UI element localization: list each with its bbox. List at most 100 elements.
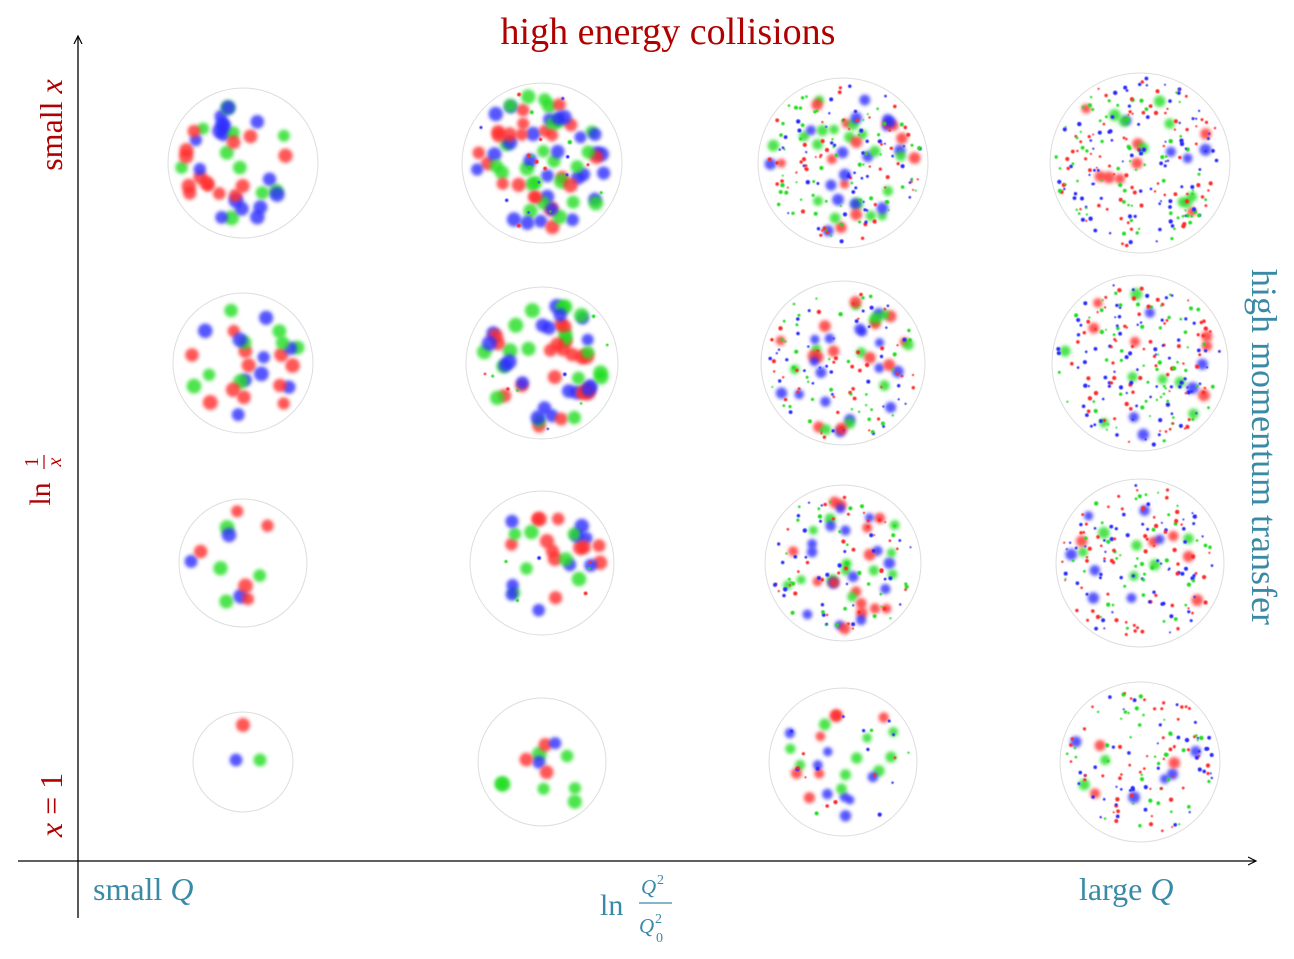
parton-small [1098,419,1103,423]
parton-small [841,539,846,544]
parton-small [902,145,906,148]
parton-small [1204,120,1209,124]
parton-large [908,152,921,164]
parton-small [1145,84,1149,87]
parton-large [825,520,836,532]
parton-small [908,338,912,342]
parton-small [1169,211,1173,215]
parton-small [1106,592,1110,596]
parton-small [1196,384,1199,388]
parton-small [1125,89,1129,92]
parton-large [1201,330,1213,342]
parton-large [1168,530,1179,542]
parton-small [1118,744,1122,749]
parton-small [1088,216,1093,221]
parton-large [581,145,595,159]
parton-small [1091,705,1094,709]
parton-small [1208,545,1212,550]
parton-small [1089,152,1092,155]
parton-small [869,728,874,732]
parton-small [1103,375,1108,380]
parton-small [846,512,850,516]
parton-small [864,220,868,224]
parton-small [1133,629,1137,633]
parton-small [1112,284,1115,287]
parton-large [489,159,504,173]
parton-small [1095,166,1098,169]
parton-large [539,765,554,780]
parton-large [519,752,534,767]
parton-small [773,582,777,587]
parton-large [571,571,587,587]
parton-large [876,202,889,215]
parton-small [880,346,885,351]
parton-small [787,104,791,107]
parton-small [1122,188,1127,193]
parton-small [1130,344,1135,349]
parton-large [491,128,506,143]
svg-text:ln: ln [24,482,57,505]
parton-small [862,511,866,514]
parton-small [1191,611,1194,615]
parton-small [822,226,827,231]
parton-large [185,348,199,362]
parton-small [1092,400,1096,403]
parton-large [523,203,538,218]
parton-small [1162,384,1166,388]
parton-small [843,606,847,611]
parton-small [812,180,816,183]
parton-large [775,387,788,399]
parton-small [1149,395,1152,399]
parton-small [1202,769,1206,774]
parton-small [853,171,856,175]
parton-small [1070,361,1074,366]
parton-small [1087,385,1090,388]
parton-small [1089,95,1093,99]
parton-small [1111,603,1115,607]
parton-small [851,387,855,391]
parton-large [520,215,535,230]
parton-large [865,210,876,221]
parton-small [1122,512,1126,517]
parton-small [816,576,821,580]
parton-small [1156,801,1161,806]
parton-small [1114,316,1117,319]
parton-small [838,530,842,534]
parton-large [547,370,562,385]
parton-small [1137,494,1142,499]
parton-small [1126,144,1131,149]
parton-large [568,782,582,795]
parton-small [1184,566,1188,571]
parton-small [1093,347,1098,351]
parton-small [1163,752,1169,757]
parton-small [605,343,609,347]
parton-large [261,519,274,532]
parton-small [1082,331,1087,335]
parton-large [1144,307,1155,318]
parton-small [1158,227,1162,232]
parton-small [1150,815,1153,818]
parton-small [820,504,823,507]
parton-large [805,125,817,136]
disc-outline [167,87,319,239]
parton-large [868,565,880,576]
parton-small [1079,323,1083,327]
parton-small [1084,774,1087,777]
parton-small [884,521,887,524]
parton-small [863,208,867,212]
parton-small [1155,297,1160,302]
parton-large [869,145,881,157]
parton-small [873,534,876,537]
parton-small [1170,294,1174,297]
parton-large [864,351,876,364]
parton-small [526,153,531,158]
parton-small [861,309,865,313]
parton-small [860,176,864,180]
parton-small [1082,727,1087,731]
parton-small [1170,412,1174,416]
parton-small [1168,205,1172,209]
parton-small [1140,80,1145,84]
parton-large [1137,428,1150,441]
parton-small [1168,99,1172,103]
parton-small [1168,427,1172,431]
